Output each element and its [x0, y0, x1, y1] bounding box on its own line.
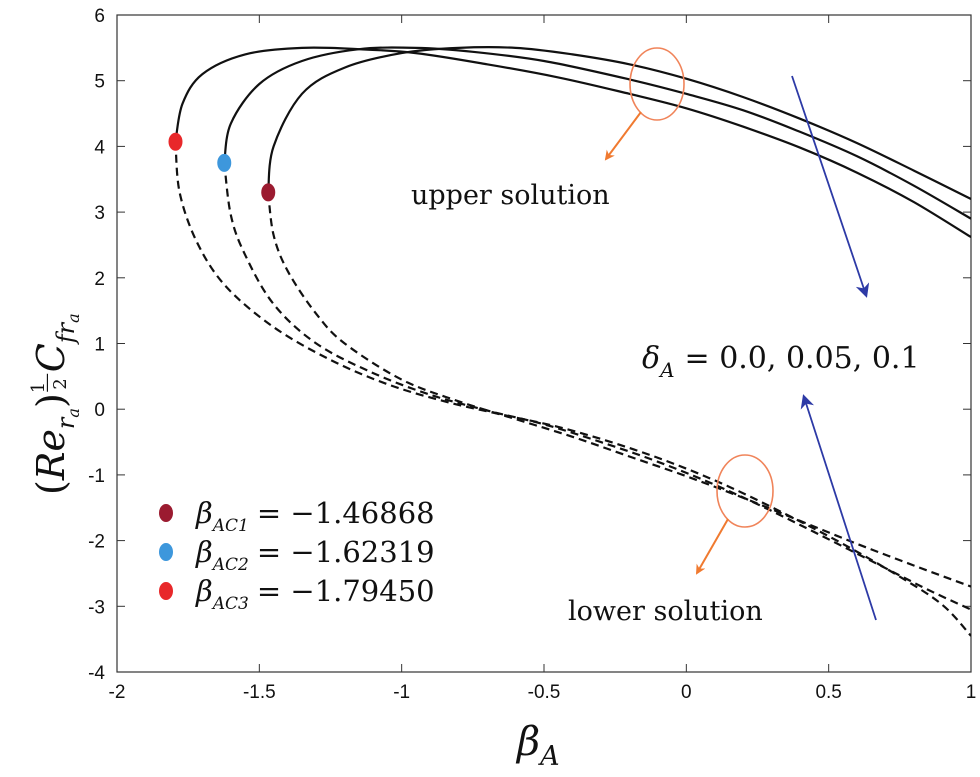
x-label-symbol: β	[515, 719, 540, 765]
lower-solution-curve-1	[267, 192, 971, 588]
x-tick-label: -1	[393, 682, 410, 703]
legend-value: = −1.46868	[257, 496, 435, 530]
legend-entry-1: βAC1 = −1.46868	[195, 496, 435, 536]
y-tick-label: 6	[94, 6, 105, 27]
legend-marker-3	[159, 582, 173, 600]
lower-ellipse	[716, 454, 774, 528]
axis-ticks: -2 -1.5 -1 -0.5 0 0.5 1 -4 -3 -2 -1 0 1 2 3 4 5 6	[88, 6, 976, 703]
upper-solution-curve-1	[267, 46, 971, 200]
critical-points	[168, 132, 276, 202]
y-tick-label: -4	[88, 663, 105, 684]
blue-arrow-down	[791, 75, 870, 298]
x-tick-label: 1	[966, 682, 977, 703]
legend-entry-3: βAC3 = −1.79450	[195, 574, 435, 614]
y-tick-label: 3	[94, 203, 105, 224]
x-label-sub: A	[537, 741, 560, 772]
legend-marker-2	[159, 543, 173, 561]
y-tick-label: -2	[88, 532, 105, 553]
legend-symbol: β	[195, 574, 213, 608]
delta-label: δA = 0.0, 0.05, 0.1	[642, 341, 920, 382]
legend-sub: AC2	[211, 555, 249, 575]
upper-solution-curve-2	[223, 46, 971, 220]
critical-point-1	[261, 183, 276, 202]
y-tick-label: 5	[94, 72, 105, 93]
x-tick-label: -0.5	[528, 682, 561, 703]
y-tick-label: 2	[94, 269, 105, 290]
y-axis-label: (Rera)1―2Cfra	[28, 313, 83, 495]
y-tick-label: -3	[88, 597, 105, 618]
blue-arrow-up	[800, 394, 877, 621]
legend-marker-1	[159, 504, 173, 522]
upper-solution-label: upper solution	[411, 180, 610, 211]
x-tick-label: -2	[109, 682, 126, 703]
critical-point-3	[168, 132, 183, 151]
legend-symbol: β	[195, 496, 213, 530]
delta-sub: A	[658, 358, 674, 382]
x-tick-label: 0	[681, 682, 692, 703]
lower-orange-arrow	[696, 518, 729, 575]
y-label-text: (Rera)1―2Cfra	[28, 313, 83, 495]
legend-entry-2: βAC2 = −1.62319	[195, 535, 435, 575]
upper-ellipse	[629, 47, 685, 121]
lower-solution-curve-3	[174, 141, 971, 637]
legend-sub: AC1	[211, 516, 249, 536]
upper-orange-arrow	[604, 111, 642, 161]
y-tick-label: -1	[88, 466, 105, 487]
delta-values: = 0.0, 0.05, 0.1	[685, 341, 920, 376]
legend-symbol: β	[195, 535, 213, 569]
legend-value: = −1.79450	[257, 574, 435, 608]
y-tick-label: 4	[94, 137, 105, 158]
lower-solution-curve-2	[223, 162, 971, 611]
lower-solution-label: lower solution	[568, 596, 763, 627]
curves	[174, 46, 971, 637]
legend-value: = −1.62319	[257, 535, 435, 569]
critical-point-2	[217, 153, 232, 172]
upper-solution-curve-3	[174, 46, 971, 239]
x-tick-label: -1.5	[243, 682, 276, 703]
y-tick-label: 1	[94, 335, 105, 356]
x-axis-label: βA	[515, 719, 560, 772]
legend-sub: AC3	[211, 594, 249, 614]
x-tick-label: 0.5	[815, 682, 841, 703]
y-tick-label: 0	[94, 400, 105, 421]
delta-symbol: δ	[642, 341, 660, 376]
